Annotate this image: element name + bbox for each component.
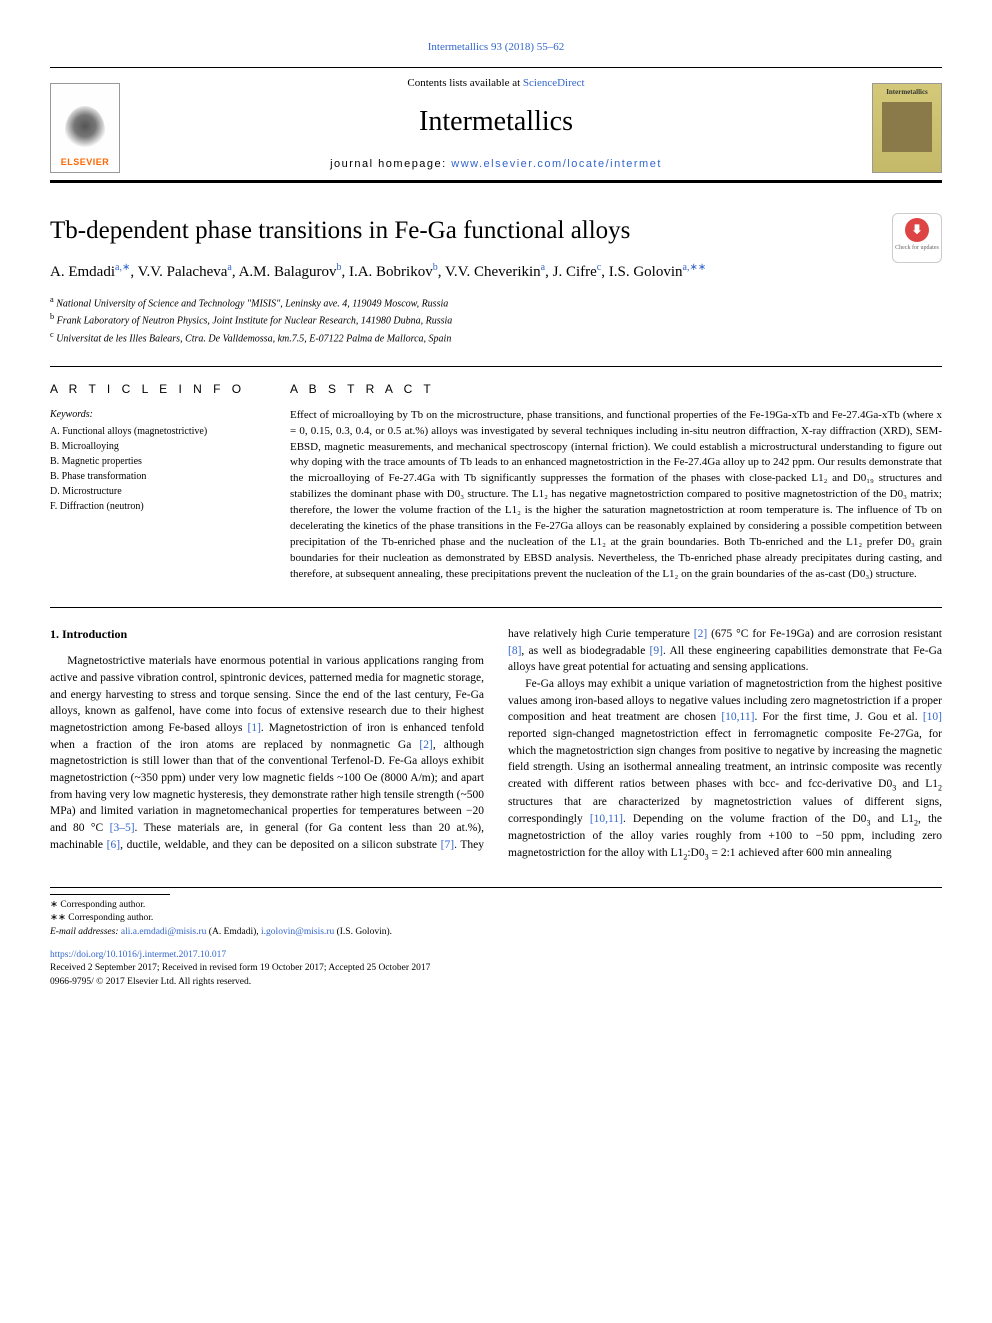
ref-link-3-5[interactable]: [3–5] xyxy=(110,822,135,834)
intro-paragraph-2: Fe-Ga alloys may exhibit a unique variat… xyxy=(508,676,942,863)
abstract-heading: A B S T R A C T xyxy=(290,381,942,398)
email-who-1: (A. Emdadi), xyxy=(206,927,261,937)
article-title: Tb-dependent phase transitions in Fe-Ga … xyxy=(50,213,942,248)
ref-link-2[interactable]: [2] xyxy=(419,739,432,751)
elsevier-tree-icon xyxy=(65,106,105,156)
sciencedirect-link[interactable]: ScienceDirect xyxy=(523,77,585,89)
email-who-2: (I.S. Golovin). xyxy=(334,927,392,937)
body-two-column: 1. Introduction Magnetostrictive materia… xyxy=(50,626,942,863)
intro-p1-cont2: , although magnetostriction is still low… xyxy=(50,739,484,834)
affiliations: a National University of Science and Tec… xyxy=(50,294,942,346)
author-7-affil[interactable]: a,∗∗ xyxy=(683,262,707,273)
email-line: E-mail addresses: ali.a.emdadi@misis.ru … xyxy=(50,926,942,939)
keywords-label: Keywords: xyxy=(50,408,250,422)
author-1-affil[interactable]: a,∗ xyxy=(115,262,130,273)
author-1: A. Emdadi xyxy=(50,264,115,280)
author-4: I.A. Bobrikov xyxy=(349,264,433,280)
info-abstract-row: A R T I C L E I N F O Keywords: A. Funct… xyxy=(50,366,942,583)
keyword-item: B. Microalloying xyxy=(50,439,250,454)
author-2-affil[interactable]: a xyxy=(227,262,231,273)
author-6: J. Cifre xyxy=(553,264,597,280)
keyword-item: D. Microstructure xyxy=(50,484,250,499)
ref-link-10[interactable]: [10] xyxy=(923,711,942,723)
abstract-text: Effect of microalloying by Tb on the mic… xyxy=(290,408,942,583)
author-2: V.V. Palacheva xyxy=(138,264,228,280)
author-5: V.V. Cheverikin xyxy=(445,264,541,280)
cover-image-icon xyxy=(882,102,932,152)
ref-link-8[interactable]: [8] xyxy=(508,645,521,657)
homepage-line: journal homepage: www.elsevier.com/locat… xyxy=(120,157,872,172)
keyword-item: A. Functional alloys (magnetostrictive) xyxy=(50,424,250,439)
contents-line: Contents lists available at ScienceDirec… xyxy=(120,76,872,91)
received-line: Received 2 September 2017; Received in r… xyxy=(50,962,942,975)
author-7: I.S. Golovin xyxy=(609,264,683,280)
header-center: Contents lists available at ScienceDirec… xyxy=(120,76,872,180)
header-banner: ELSEVIER Contents lists available at Sci… xyxy=(50,67,942,183)
journal-cover-thumbnail[interactable]: Intermetallics xyxy=(872,83,942,173)
crossmark-icon xyxy=(905,218,929,242)
ref-link-10-11[interactable]: [10,11] xyxy=(721,711,754,723)
affiliation-b-text: Frank Laboratory of Neutron Physics, Joi… xyxy=(57,316,453,327)
footer: ∗ Corresponding author. ∗∗ Corresponding… xyxy=(50,887,942,989)
elsevier-logo[interactable]: ELSEVIER xyxy=(50,83,120,173)
keywords-list: A. Functional alloys (magnetostrictive) … xyxy=(50,424,250,514)
intro-p1-cont7: , as well as biodegradable xyxy=(521,645,649,657)
section-1-heading: 1. Introduction xyxy=(50,626,484,643)
ref-link-7[interactable]: [7] xyxy=(441,839,454,851)
email-link-1[interactable]: ali.a.emdadi@misis.ru xyxy=(121,927,207,937)
author-3-affil[interactable]: b xyxy=(336,262,341,273)
journal-reference: Intermetallics 93 (2018) 55–62 xyxy=(50,40,942,55)
keyword-item: B. Magnetic properties xyxy=(50,454,250,469)
doi-link[interactable]: https://doi.org/10.1016/j.intermet.2017.… xyxy=(50,950,226,960)
contents-prefix: Contents lists available at xyxy=(407,77,522,89)
cover-label: Intermetallics xyxy=(886,88,928,96)
article-info-column: A R T I C L E I N F O Keywords: A. Funct… xyxy=(50,381,270,583)
intro-p1-cont4: , ductile, weldable, and they can be dep… xyxy=(120,839,441,851)
authors-list: A. Emdadia,∗, V.V. Palachevaa, A.M. Bala… xyxy=(50,260,942,284)
keyword-item: B. Phase transformation xyxy=(50,469,250,484)
ref-link-10-11b[interactable]: [10,11] xyxy=(590,813,623,825)
abstract-column: A B S T R A C T Effect of microalloying … xyxy=(270,381,942,583)
ref-link-2b[interactable]: [2] xyxy=(694,628,707,640)
ref-link-6[interactable]: [6] xyxy=(107,839,120,851)
elsevier-brand-text: ELSEVIER xyxy=(61,156,110,169)
email-label: E-mail addresses: xyxy=(50,927,121,937)
corresponding-1: ∗ Corresponding author. xyxy=(50,899,942,912)
check-for-updates-badge[interactable]: Check for updates xyxy=(892,213,942,263)
article-info-heading: A R T I C L E I N F O xyxy=(50,381,250,398)
ref-link-1[interactable]: [1] xyxy=(247,722,260,734)
author-4-affil[interactable]: b xyxy=(433,262,438,273)
footer-rule xyxy=(50,894,170,895)
ref-link-9[interactable]: [9] xyxy=(650,645,663,657)
corresponding-2: ∗∗ Corresponding author. xyxy=(50,912,942,925)
homepage-link[interactable]: www.elsevier.com/locate/intermet xyxy=(451,158,662,170)
author-5-affil[interactable]: a xyxy=(541,262,545,273)
journal-name: Intermetallics xyxy=(120,102,872,141)
email-link-2[interactable]: i.golovin@misis.ru xyxy=(261,927,334,937)
affiliation-b: b Frank Laboratory of Neutron Physics, J… xyxy=(50,311,942,328)
keyword-item: F. Diffraction (neutron) xyxy=(50,499,250,514)
affiliation-c: c Universitat de les Illes Balears, Ctra… xyxy=(50,329,942,346)
journal-ref-link[interactable]: Intermetallics 93 (2018) 55–62 xyxy=(428,41,565,53)
intro-p1-cont6: (675 °C for Fe-19Ga) and are corrosion r… xyxy=(707,628,942,640)
author-3: A.M. Balagurov xyxy=(239,264,337,280)
issn-copyright: 0966-9795/ © 2017 Elsevier Ltd. All righ… xyxy=(50,976,942,989)
author-6-affil[interactable]: c xyxy=(597,262,601,273)
homepage-prefix: journal homepage: xyxy=(330,158,451,170)
check-updates-label: Check for updates xyxy=(895,245,939,251)
affiliation-c-text: Universitat de les Illes Balears, Ctra. … xyxy=(56,333,451,344)
intro-p2-cont2: reported sign-changed magnetostriction e… xyxy=(508,728,942,825)
intro-p2-cont1: . For the first time, J. Gou et al. xyxy=(754,711,922,723)
affiliation-a-text: National University of Science and Techn… xyxy=(56,298,448,309)
affiliation-a: a National University of Science and Tec… xyxy=(50,294,942,311)
section-divider xyxy=(50,607,942,608)
